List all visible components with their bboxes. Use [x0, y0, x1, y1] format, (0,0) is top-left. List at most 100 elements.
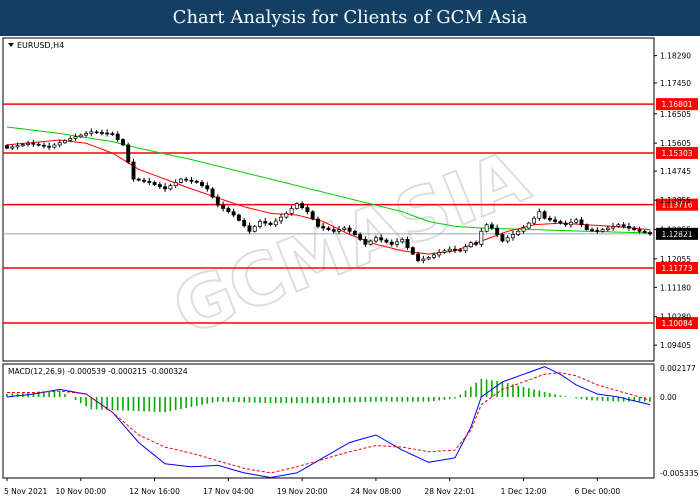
y-tick-label: 1.11180 — [660, 283, 691, 292]
macd-panel — [2, 363, 655, 479]
candle-body — [26, 142, 31, 145]
candle-body — [242, 220, 247, 227]
candle-body — [147, 180, 152, 183]
candle-body — [10, 146, 15, 149]
price-panel — [2, 37, 655, 362]
candle-body — [84, 133, 89, 136]
slow-ma-line — [6, 126, 651, 234]
candle-body — [595, 230, 600, 232]
candle-body — [516, 230, 521, 235]
candle-body — [373, 237, 378, 242]
level-tag — [656, 98, 698, 111]
y-tick-label: 1.16505 — [660, 110, 691, 119]
candle-body — [352, 230, 357, 235]
candle-body — [310, 211, 315, 220]
candle-body — [347, 227, 352, 232]
candle-body — [316, 218, 320, 227]
y-tick-label: 1.18290 — [660, 52, 691, 61]
candle-body — [152, 182, 157, 185]
candle-body — [632, 227, 637, 230]
page-title: Chart Analysis for Clients of GCM Asia — [0, 0, 700, 36]
candle-body — [142, 179, 146, 182]
candle-body — [431, 254, 436, 258]
candle-body — [363, 239, 368, 245]
candle-body — [474, 242, 479, 245]
candle-body — [400, 239, 405, 243]
candle-body — [247, 225, 252, 232]
level-label: 1.16801 — [661, 100, 692, 109]
candle-body — [495, 227, 500, 235]
candle-body — [94, 131, 99, 134]
symbol-text: EURUSD,H4 — [17, 41, 64, 50]
candle-body — [358, 234, 363, 240]
candle-body — [574, 219, 579, 223]
candle-body — [173, 182, 178, 186]
candle-body — [115, 133, 120, 140]
level-label: 1.11773 — [661, 264, 692, 273]
candle-body — [410, 247, 415, 255]
candle-body — [157, 184, 162, 188]
candle-body — [532, 217, 536, 224]
y-tick-label: 1.14745 — [660, 167, 691, 176]
x-tick-label: 12 Nov 16:00 — [129, 487, 180, 496]
y-tick-label: 1.12955 — [660, 225, 691, 234]
level-label: 1.15303 — [661, 149, 692, 158]
candle-body — [226, 208, 231, 213]
y-tick-label: 1.10280 — [660, 313, 691, 322]
candle-body — [110, 133, 115, 135]
candle-body — [252, 226, 257, 232]
candle-body — [52, 144, 57, 148]
macd-y-tick-label: 0.002177 — [660, 364, 696, 373]
dropdown-triangle-icon[interactable] — [8, 43, 14, 47]
candle-body — [284, 213, 289, 218]
candle-body — [63, 140, 67, 144]
candle-body — [99, 132, 104, 134]
candle-body — [231, 211, 236, 216]
macd-line — [6, 366, 651, 479]
candle-body — [105, 132, 110, 135]
candle-body — [73, 136, 78, 139]
candle-body — [5, 145, 9, 149]
level-label: 1.10084 — [661, 319, 692, 328]
candle-body — [41, 144, 46, 147]
candle-body — [205, 185, 210, 190]
candle-body — [89, 131, 94, 134]
candle-body — [584, 224, 589, 230]
candle-body — [294, 203, 299, 209]
candle-body — [542, 211, 547, 219]
candle-body — [526, 222, 531, 229]
level-tag — [656, 317, 698, 330]
y-tick-label: 1.17450 — [660, 79, 691, 88]
macd-y-tick-label: -0.005335 — [660, 469, 699, 478]
current-price-tag — [656, 227, 698, 240]
x-tick-label: 1 Dec 12:00 — [501, 487, 547, 496]
candle-body — [558, 221, 563, 224]
y-tick-label: 1.09405 — [660, 341, 691, 350]
candle-body — [273, 220, 278, 226]
x-tick-label: 5 Nov 2021 — [4, 487, 47, 496]
candle-body — [337, 229, 341, 232]
current-price-label: 1.12821 — [661, 230, 692, 239]
candle-body — [236, 214, 241, 221]
level-tag — [656, 198, 698, 211]
candle-body — [289, 208, 294, 214]
candle-body — [484, 224, 489, 232]
chart-svg: GCMASIA 1.168011.153031.137161.117731.10… — [2, 37, 699, 496]
candle-body — [416, 253, 421, 261]
candle-body — [268, 222, 273, 226]
candle-body — [453, 248, 457, 251]
candle-body — [421, 258, 426, 261]
candle-body — [321, 226, 326, 229]
candle-body — [126, 144, 131, 163]
candle-body — [121, 139, 125, 146]
candle-body — [405, 239, 410, 248]
y-tick-label: 1.13855 — [660, 196, 691, 205]
candle-body — [458, 249, 463, 252]
candle-body — [563, 222, 568, 226]
candle-body — [15, 145, 20, 148]
candle-body — [189, 179, 194, 182]
level-label: 1.13716 — [661, 201, 692, 210]
candle-body — [184, 178, 189, 181]
candle-body — [279, 216, 284, 222]
candle-body — [305, 207, 310, 213]
